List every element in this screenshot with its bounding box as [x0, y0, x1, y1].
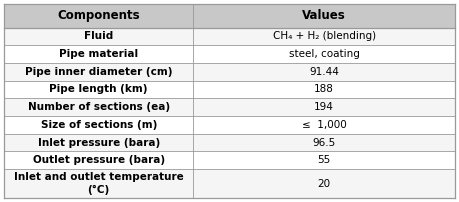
Text: 188: 188	[314, 84, 334, 95]
Text: Pipe material: Pipe material	[59, 49, 138, 59]
Text: Values: Values	[302, 9, 346, 22]
Text: Size of sections (m): Size of sections (m)	[40, 120, 157, 130]
Bar	[4, 116, 455, 134]
Text: CH₄ + H₂ (blending): CH₄ + H₂ (blending)	[273, 32, 376, 41]
Text: Components: Components	[57, 9, 140, 22]
Text: Fluid: Fluid	[84, 32, 113, 41]
Bar	[4, 28, 455, 45]
Text: Outlet pressure (bara): Outlet pressure (bara)	[33, 155, 165, 165]
Text: 55: 55	[318, 155, 331, 165]
Bar	[4, 4, 455, 28]
Text: Inlet and outlet temperature
(°C): Inlet and outlet temperature (°C)	[14, 172, 184, 195]
Bar	[4, 81, 455, 98]
Text: Inlet pressure (bara): Inlet pressure (bara)	[38, 138, 160, 147]
Text: 91.44: 91.44	[309, 67, 339, 77]
Text: ≤  1,000: ≤ 1,000	[302, 120, 347, 130]
Text: 194: 194	[314, 102, 334, 112]
Text: Pipe inner diameter (cm): Pipe inner diameter (cm)	[25, 67, 173, 77]
Text: 96.5: 96.5	[313, 138, 336, 147]
Bar	[4, 169, 455, 198]
Text: Number of sections (ea): Number of sections (ea)	[28, 102, 170, 112]
Bar	[4, 45, 455, 63]
Bar	[4, 98, 455, 116]
Text: Pipe length (km): Pipe length (km)	[50, 84, 148, 95]
Text: steel, coating: steel, coating	[289, 49, 360, 59]
Text: 20: 20	[318, 179, 331, 188]
Bar	[4, 63, 455, 81]
Bar	[4, 151, 455, 169]
Bar	[4, 134, 455, 151]
